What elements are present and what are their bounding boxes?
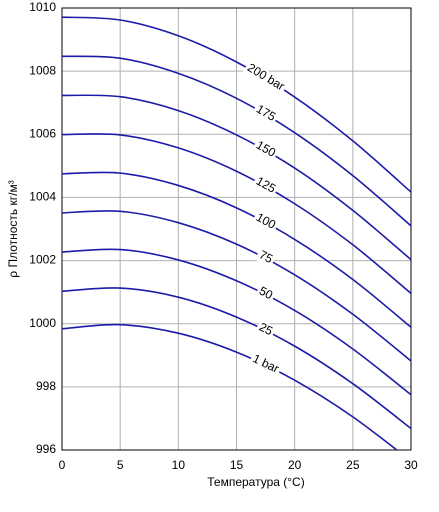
- line-series: [62, 55, 411, 227]
- line-series: [62, 94, 411, 261]
- line-series: [62, 287, 411, 430]
- series-label: 25: [257, 320, 275, 339]
- x-tick-label: 25: [346, 458, 360, 472]
- x-axis-label: Температура (°C): [207, 475, 304, 489]
- x-tick-label: 30: [404, 458, 418, 472]
- series-label-group: 1 bar: [248, 351, 283, 378]
- y-tick-label: 1006: [29, 126, 56, 140]
- line-series: [62, 248, 411, 396]
- line-series: [62, 171, 411, 328]
- plot-area: [62, 16, 411, 450]
- series-label-group: 75: [254, 247, 277, 268]
- y-tick-label: 1004: [29, 190, 56, 204]
- series-label-group: 125: [251, 173, 280, 198]
- series-label-bg: [251, 137, 280, 162]
- series-label-bg: [242, 59, 289, 96]
- y-axis-label: ρ Плотность кг/м³: [6, 180, 20, 277]
- series-label-group: 200 bar: [242, 59, 289, 96]
- series-label-bg: [254, 283, 277, 304]
- x-tick-label: 0: [59, 458, 66, 472]
- series-label-bg: [248, 351, 283, 378]
- x-tick-label: 5: [117, 458, 124, 472]
- x-tick-label: 10: [172, 458, 186, 472]
- x-tick-label: 15: [230, 458, 244, 472]
- series-label-bg: [254, 247, 277, 268]
- series-label-group: 175: [251, 101, 280, 126]
- y-tick-label: 1000: [29, 316, 56, 330]
- y-tick-label: 996: [36, 442, 56, 456]
- series-label-group: 25: [254, 319, 277, 340]
- series-label-group: 150: [251, 137, 280, 162]
- series-label-bg: [251, 101, 280, 126]
- line-series: [62, 323, 399, 450]
- y-tick-label: 1002: [29, 253, 56, 267]
- y-tick-label: 998: [36, 379, 56, 393]
- series-label-bg: [254, 319, 277, 340]
- y-tick-label: 1008: [29, 63, 56, 77]
- series-label-bg: [251, 209, 280, 234]
- y-tick-label: 1010: [29, 0, 56, 14]
- series-label: 50: [257, 284, 276, 303]
- x-tick-label: 20: [288, 458, 302, 472]
- series-label: 75: [257, 247, 276, 266]
- line-series: [62, 16, 411, 193]
- series-label-group: 100: [251, 209, 280, 234]
- plot-frame: [61, 7, 412, 451]
- series-label-group: 50: [254, 283, 277, 304]
- line-series: [62, 133, 411, 295]
- line-series: [62, 210, 411, 362]
- series-label-bg: [251, 173, 280, 198]
